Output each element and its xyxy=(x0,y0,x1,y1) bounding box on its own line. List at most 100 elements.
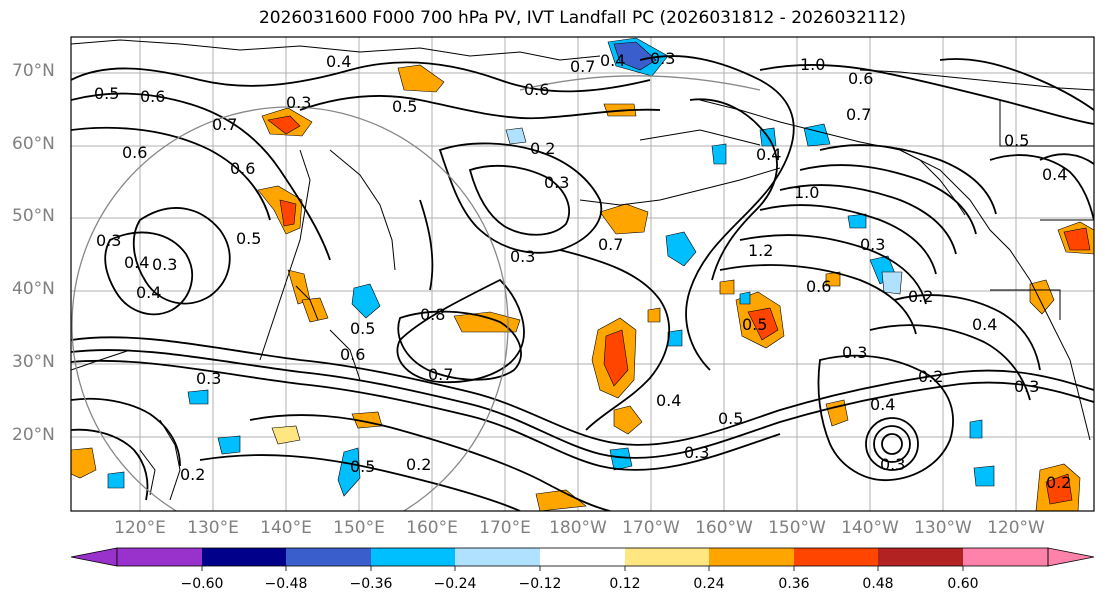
shade-positive xyxy=(1045,473,1073,505)
shade-positive xyxy=(71,447,97,479)
lat-label: 60°N xyxy=(12,134,55,154)
shade-positive xyxy=(267,115,301,135)
contour-line xyxy=(1039,153,1094,165)
colorbar-tick-label: −0.12 xyxy=(518,576,562,592)
shade-negative xyxy=(351,283,381,319)
colorbar-tick-label: 0.36 xyxy=(778,576,810,592)
colorbar-tick-label: −0.24 xyxy=(433,576,477,592)
contour-circle xyxy=(881,433,903,455)
contour-label: 0.5 xyxy=(392,97,417,116)
lon-label: 170°E xyxy=(479,518,531,538)
lon-label: 180°W xyxy=(549,518,607,538)
contour-label: 0.2 xyxy=(918,367,943,386)
contour-line xyxy=(438,142,603,254)
contour-line xyxy=(759,204,937,275)
contour-label: 1.0 xyxy=(794,183,819,202)
contour-label: 0.7 xyxy=(570,57,595,76)
contour-label: 0.5 xyxy=(236,229,261,248)
contour-label: 1.0 xyxy=(800,55,825,74)
shade-negative xyxy=(337,447,361,497)
contour-label: 0.4 xyxy=(972,315,997,334)
shade-positive xyxy=(1063,227,1091,251)
contour-label: 0.5 xyxy=(94,84,119,103)
contour-label: 0.4 xyxy=(326,52,351,71)
shade-negative xyxy=(187,389,209,405)
map-plot-area xyxy=(71,37,1094,511)
contour-label: 0.7 xyxy=(846,105,871,124)
coastlines xyxy=(71,39,1094,501)
contour-label: 0.5 xyxy=(350,319,375,338)
contour-line xyxy=(199,454,521,511)
contour-label: 0.3 xyxy=(880,455,905,474)
lat-label: 40°N xyxy=(12,279,55,299)
shade-positive xyxy=(271,425,301,445)
contour-label: 0.3 xyxy=(544,173,569,192)
contour-label: 0.4 xyxy=(656,391,681,410)
contour-circle xyxy=(873,425,911,463)
lon-label: 140°E xyxy=(260,518,312,538)
contour-label: 0.7 xyxy=(212,115,237,134)
lon-label: 150°W xyxy=(768,518,826,538)
colorbar-swatch xyxy=(371,548,455,566)
lon-label: 120°E xyxy=(114,518,166,538)
shade-negative xyxy=(217,435,241,455)
contour-line xyxy=(132,207,231,305)
colorbar-swatch xyxy=(286,548,371,566)
contour-line xyxy=(71,428,149,501)
contour-label: 0.6 xyxy=(340,345,365,364)
contour-line xyxy=(71,349,1094,459)
ivt-shading xyxy=(71,37,1094,511)
shade-positive xyxy=(453,311,521,333)
shade-negative xyxy=(711,143,727,165)
contour-label: 0.7 xyxy=(428,365,453,384)
shade-negative xyxy=(973,465,995,487)
lon-label: 160°W xyxy=(695,518,753,538)
contour-circle xyxy=(865,417,919,471)
contour-label: 0.2 xyxy=(406,455,431,474)
contour-label: 0.4 xyxy=(124,253,149,272)
colorbar-swatch xyxy=(794,548,878,566)
contour-label: 0.3 xyxy=(510,247,535,266)
shade-positive xyxy=(301,297,329,323)
contour-line xyxy=(71,92,331,261)
shade-negative xyxy=(609,447,633,471)
lon-label: 170°W xyxy=(622,518,680,538)
colorbar-tick-label: 0.60 xyxy=(947,576,979,592)
contour-label: 0.5 xyxy=(1004,131,1029,150)
colorbar-swatch xyxy=(455,548,540,566)
shade-positive xyxy=(535,489,587,511)
colorbar-tick-label: −0.48 xyxy=(264,576,308,592)
lon-label: 130°E xyxy=(187,518,239,538)
colorbar-swatch xyxy=(202,548,286,566)
contour-label: 0.8 xyxy=(420,305,445,324)
colorbar-swatch xyxy=(540,548,625,566)
colorbar-extend-min xyxy=(70,547,118,567)
colorbar-tick-label: −0.36 xyxy=(349,576,393,592)
contour-line xyxy=(893,294,1041,371)
colorbar-swatch xyxy=(963,548,1048,566)
contour-label: 0.2 xyxy=(530,139,555,158)
contour-line xyxy=(559,249,671,431)
contour-label: 0.6 xyxy=(524,80,549,99)
contour-label: 0.4 xyxy=(600,51,625,70)
map-frame xyxy=(70,36,1095,512)
contour-line xyxy=(739,234,927,305)
contour-label: 0.3 xyxy=(1014,377,1039,396)
contour-label: 0.3 xyxy=(842,343,867,362)
track-arc xyxy=(519,75,761,91)
contour-label: 0.3 xyxy=(152,255,177,274)
lon-label: 160°E xyxy=(406,518,458,538)
colorbar-tick-label: 0.24 xyxy=(693,576,725,592)
shade-negative xyxy=(665,231,697,267)
contour-label: 0.7 xyxy=(598,235,623,254)
contour-line xyxy=(71,397,181,467)
contour-label: 0.3 xyxy=(860,235,885,254)
contour-label: 0.6 xyxy=(848,69,873,88)
lat-label: 30°N xyxy=(12,352,55,372)
lat-label: 70°N xyxy=(12,61,55,81)
contour-line xyxy=(989,154,1094,221)
contour-label: 0.3 xyxy=(650,49,675,68)
shade-positive xyxy=(603,329,629,387)
shade-positive xyxy=(747,307,779,341)
